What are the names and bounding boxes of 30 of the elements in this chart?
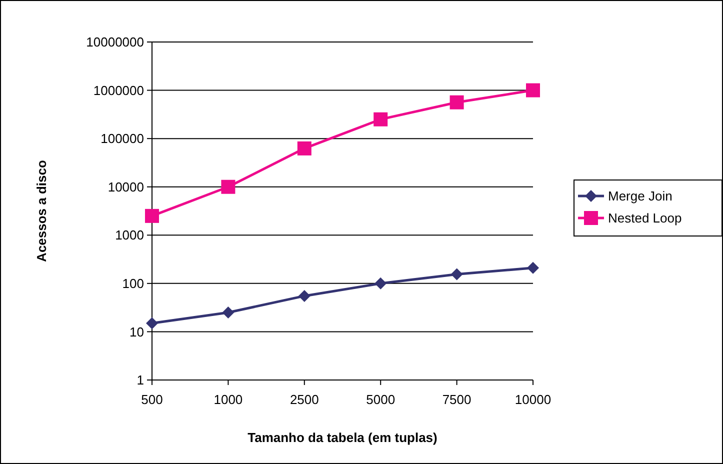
x-tick-label: 10000 [514, 392, 552, 407]
point [222, 306, 234, 318]
point [374, 277, 387, 290]
legend-label: Merge Join [608, 188, 672, 204]
x-tick-label: 2500 [290, 392, 319, 407]
x-tick-label: 1000 [214, 392, 243, 407]
legend-label: Nested Loop [608, 210, 682, 226]
point [221, 180, 236, 194]
y-tick-label: 1 [136, 372, 144, 388]
point [146, 317, 158, 330]
y-tick-label: 100000 [100, 131, 144, 146]
point [450, 268, 463, 280]
point [297, 141, 312, 156]
x-axis-title: Tamanho da tabela (em tuplas) [248, 430, 438, 445]
y-tick-label: 100 [122, 276, 144, 291]
y-axis-title: Acessos a disco [34, 160, 49, 262]
y-tick-label: 10000000 [86, 34, 144, 50]
x-tick-label: 7500 [442, 392, 472, 407]
y-tick-label: 1000000 [93, 82, 144, 98]
x-tick-label: 500 [141, 392, 163, 407]
point [145, 208, 159, 223]
point [298, 290, 310, 302]
point [526, 83, 540, 98]
point [450, 95, 464, 110]
point [527, 262, 539, 274]
point [374, 112, 388, 126]
y-tick-label: 10000 [108, 179, 144, 194]
x-tick-label: 5000 [366, 392, 396, 407]
y-tick-label: 1000 [115, 228, 144, 243]
y-tick-label: 10 [130, 324, 144, 340]
